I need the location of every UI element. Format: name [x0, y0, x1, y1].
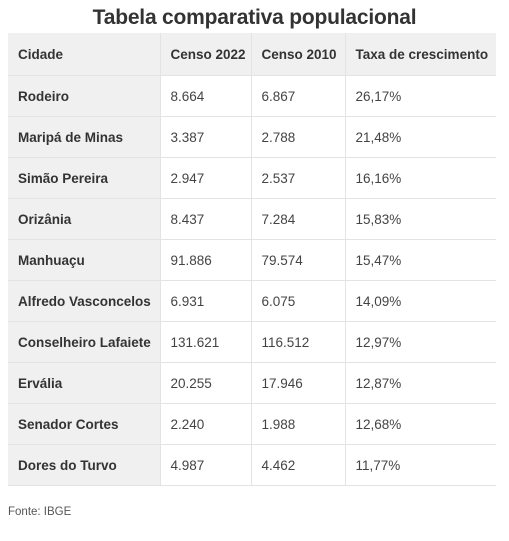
census-2022-cell: 8.664: [160, 75, 252, 117]
table-row: Rodeiro 8.664 6.867 26,17%: [8, 75, 496, 117]
city-cell: Orizânia: [8, 198, 161, 240]
city-cell: Manhuaçu: [8, 239, 161, 281]
table-row: Manhuaçu 91.886 79.574 15,47%: [8, 239, 496, 281]
city-cell: Rodeiro: [8, 75, 161, 117]
census-2022-cell: 91.886: [160, 239, 252, 281]
census-2010-cell: 116.512: [251, 321, 346, 363]
census-2010-cell: 17.946: [251, 362, 346, 404]
growth-rate-cell: 26,17%: [345, 75, 496, 117]
table-header-row: Cidade Censo 2022 Censo 2010 Taxa de cre…: [8, 33, 496, 76]
census-2010-cell: 7.284: [251, 198, 346, 240]
table-row: Dores do Turvo 4.987 4.462 11,77%: [8, 444, 496, 486]
city-cell: Ervália: [8, 362, 161, 404]
growth-rate-cell: 12,97%: [345, 321, 496, 363]
table-row: Orizânia 8.437 7.284 15,83%: [8, 198, 496, 240]
growth-rate-cell: 14,09%: [345, 280, 496, 322]
census-2010-cell: 6.867: [251, 75, 346, 117]
growth-rate-cell: 15,47%: [345, 239, 496, 281]
census-2022-cell: 2.240: [160, 403, 252, 445]
header-city: Cidade: [8, 33, 161, 76]
census-2010-cell: 4.462: [251, 444, 346, 486]
growth-rate-cell: 11,77%: [345, 444, 496, 486]
census-2022-cell: 4.987: [160, 444, 252, 486]
city-cell: Alfredo Vasconcelos: [8, 280, 161, 322]
table-row: Conselheiro Lafaiete 131.621 116.512 12,…: [8, 321, 496, 363]
city-cell: Dores do Turvo: [8, 444, 161, 486]
census-2022-cell: 2.947: [160, 157, 252, 199]
header-census-2022: Censo 2022: [160, 33, 252, 76]
census-2022-cell: 8.437: [160, 198, 252, 240]
growth-rate-cell: 21,48%: [345, 116, 496, 158]
census-2010-cell: 1.988: [251, 403, 346, 445]
city-cell: Conselheiro Lafaiete: [8, 321, 161, 363]
growth-rate-cell: 15,83%: [345, 198, 496, 240]
census-2022-cell: 6.931: [160, 280, 252, 322]
city-cell: Senador Cortes: [8, 403, 161, 445]
census-2022-cell: 131.621: [160, 321, 252, 363]
header-growth-rate: Taxa de crescimento: [345, 33, 496, 76]
growth-rate-cell: 12,87%: [345, 362, 496, 404]
page-title: Tabela comparativa populacional: [92, 6, 417, 29]
table-row: Alfredo Vasconcelos 6.931 6.075 14,09%: [8, 280, 496, 322]
census-2010-cell: 2.788: [251, 116, 346, 158]
header-census-2010: Censo 2010: [251, 33, 346, 76]
table-row: Ervália 20.255 17.946 12,87%: [8, 362, 496, 404]
census-2010-cell: 2.537: [251, 157, 346, 199]
census-2010-cell: 6.075: [251, 280, 346, 322]
growth-rate-cell: 12,68%: [345, 403, 496, 445]
growth-rate-cell: 16,16%: [345, 157, 496, 199]
source-note: Fonte: IBGE: [8, 506, 72, 518]
city-cell: Maripá de Minas: [8, 116, 161, 158]
population-table: Cidade Censo 2022 Censo 2010 Taxa de cre…: [8, 33, 496, 486]
table-row: Simão Pereira 2.947 2.537 16,16%: [8, 157, 496, 199]
table-row: Senador Cortes 2.240 1.988 12,68%: [8, 403, 496, 445]
census-2022-cell: 3.387: [160, 116, 252, 158]
census-2022-cell: 20.255: [160, 362, 252, 404]
city-cell: Simão Pereira: [8, 157, 161, 199]
table-row: Maripá de Minas 3.387 2.788 21,48%: [8, 116, 496, 158]
census-2010-cell: 79.574: [251, 239, 346, 281]
